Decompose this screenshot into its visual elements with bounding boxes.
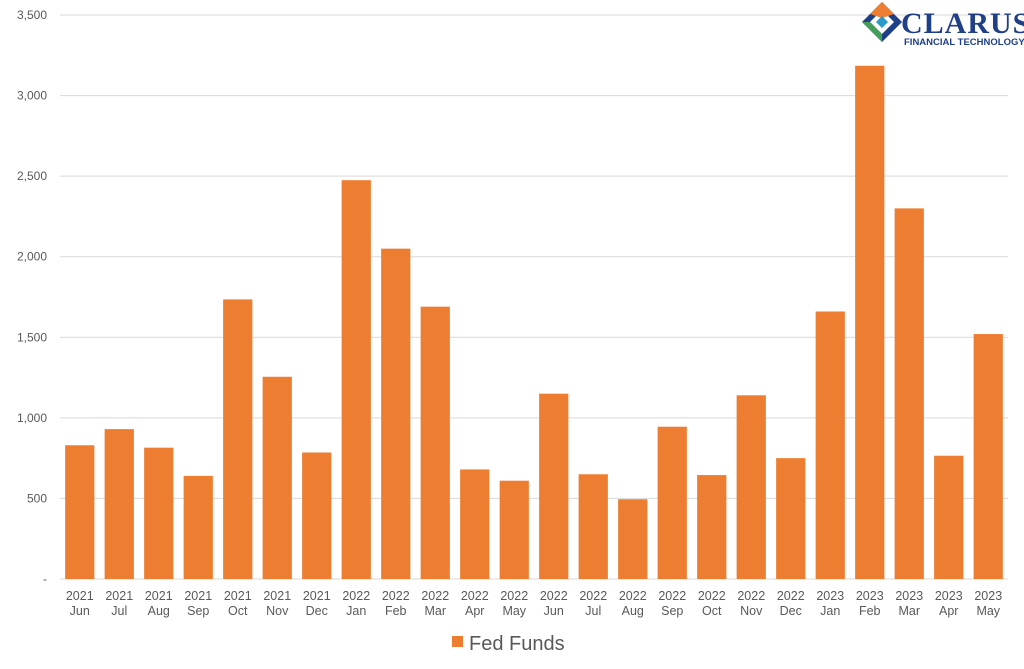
bar bbox=[223, 299, 253, 579]
y-tick-label: 2,500 bbox=[17, 169, 47, 183]
y-tick-label: 3,000 bbox=[17, 89, 47, 103]
bar bbox=[144, 447, 174, 579]
bars bbox=[65, 65, 1003, 579]
x-category-label: 2023 Feb bbox=[856, 589, 884, 618]
bar bbox=[815, 311, 845, 579]
bar bbox=[460, 469, 490, 579]
x-category-label: 2022 Dec bbox=[777, 589, 805, 618]
legend-swatch bbox=[452, 636, 463, 647]
bar bbox=[183, 475, 213, 579]
y-tick-label: 1,500 bbox=[17, 330, 47, 344]
y-tick-label: - bbox=[43, 572, 47, 586]
bar bbox=[894, 208, 924, 579]
legend-label: Fed Funds bbox=[469, 633, 565, 655]
bar bbox=[578, 474, 608, 579]
bar bbox=[341, 180, 371, 579]
bar bbox=[381, 248, 411, 579]
gridlines bbox=[60, 14, 1008, 580]
x-category-label: 2022 Jan bbox=[342, 589, 370, 618]
logo-name: CLARUS bbox=[901, 7, 1024, 40]
y-tick-label: 500 bbox=[27, 491, 47, 505]
x-category-label: 2022 Apr bbox=[461, 589, 489, 618]
x-category-label: 2023 May bbox=[974, 589, 1002, 618]
x-category-label: 2021 Jul bbox=[105, 589, 133, 618]
bar bbox=[934, 455, 964, 579]
bar bbox=[65, 445, 95, 579]
bar bbox=[499, 480, 529, 579]
x-category-label: 2021 Jun bbox=[66, 589, 94, 618]
x-category-label: 2023 Mar bbox=[895, 589, 923, 618]
bar bbox=[736, 395, 766, 579]
bar bbox=[697, 475, 727, 579]
bar bbox=[420, 306, 450, 579]
bar bbox=[104, 429, 134, 579]
x-category-label: 2023 Jan bbox=[816, 589, 844, 618]
bar bbox=[539, 393, 569, 579]
x-axis-categories: 2021 Jun 2021 Jul 2021 Aug 2021 Sep 2021 Oct 2021 N… bbox=[66, 589, 1002, 618]
x-category-label: 2022 Mar bbox=[421, 589, 449, 618]
y-tick-label: 3,500 bbox=[17, 8, 47, 22]
clarus-logo: CLARUS FINANCIAL TECHNOLOGY bbox=[862, 2, 1024, 48]
x-category-label: 2022 Nov bbox=[737, 589, 765, 618]
x-category-label: 2022 Feb bbox=[382, 589, 410, 618]
x-category-label: 2021 Dec bbox=[303, 589, 331, 618]
y-tick-label: 1,000 bbox=[17, 411, 47, 425]
x-category-label: 2022 Jul bbox=[579, 589, 607, 618]
bar bbox=[776, 458, 806, 579]
bar bbox=[262, 376, 292, 579]
x-category-label: 2021 Nov bbox=[263, 589, 291, 618]
bar bbox=[855, 65, 885, 579]
x-category-label: 2023 Apr bbox=[935, 589, 963, 618]
x-category-label: 2022 Oct bbox=[698, 589, 726, 618]
x-category-label: 2022 Sep bbox=[658, 589, 686, 618]
bar bbox=[302, 452, 332, 579]
y-axis-ticks: - 500 1,000 1,500 2,000 2,500 3,000 3,500 bbox=[17, 8, 47, 586]
logo-tagline: FINANCIAL TECHNOLOGY bbox=[904, 37, 1024, 48]
bar bbox=[618, 499, 648, 579]
x-category-label: 2021 Aug bbox=[145, 589, 173, 618]
logo-diamond-icon bbox=[862, 2, 902, 42]
y-tick-label: 2,000 bbox=[17, 250, 47, 264]
x-category-label: 2021 Oct bbox=[224, 589, 252, 618]
x-category-label: 2021 Sep bbox=[184, 589, 212, 618]
bar bbox=[973, 334, 1003, 579]
bar bbox=[657, 426, 687, 579]
legend: Fed Funds bbox=[452, 633, 565, 655]
x-category-label: 2022 May bbox=[500, 589, 528, 618]
x-category-label: 2022 Aug bbox=[619, 589, 647, 618]
x-category-label: 2022 Jun bbox=[540, 589, 568, 618]
